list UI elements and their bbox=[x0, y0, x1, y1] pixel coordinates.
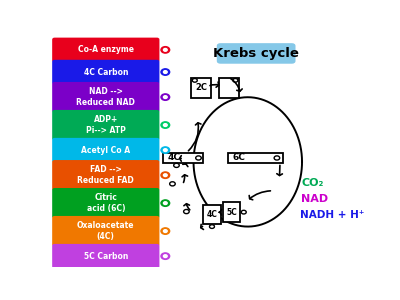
Bar bbox=[228, 153, 283, 163]
Bar bbox=[162, 153, 204, 163]
Circle shape bbox=[274, 156, 280, 160]
Text: NAD -->
Reduced NAD: NAD --> Reduced NAD bbox=[76, 87, 135, 107]
Circle shape bbox=[164, 255, 167, 257]
Bar bbox=[204, 205, 220, 224]
Circle shape bbox=[192, 79, 197, 82]
Text: CO₂: CO₂ bbox=[301, 178, 324, 188]
FancyBboxPatch shape bbox=[52, 216, 160, 246]
Text: NAD: NAD bbox=[301, 194, 328, 204]
Text: Krebs cycle: Krebs cycle bbox=[213, 47, 299, 60]
Text: 4C: 4C bbox=[168, 154, 181, 163]
Text: 5C Carbon: 5C Carbon bbox=[84, 252, 128, 261]
FancyBboxPatch shape bbox=[52, 188, 160, 218]
Circle shape bbox=[164, 70, 167, 74]
Bar bbox=[219, 78, 239, 98]
Circle shape bbox=[164, 124, 167, 126]
Text: Citric
acid (6C): Citric acid (6C) bbox=[86, 194, 125, 213]
Text: 4C Carbon: 4C Carbon bbox=[84, 68, 128, 76]
Bar bbox=[228, 153, 282, 163]
Circle shape bbox=[164, 49, 167, 51]
FancyBboxPatch shape bbox=[52, 60, 160, 84]
Text: Co-A enzyme: Co-A enzyme bbox=[78, 45, 134, 54]
FancyBboxPatch shape bbox=[217, 43, 296, 64]
Bar bbox=[191, 78, 211, 98]
Bar bbox=[223, 202, 240, 222]
Text: Oxaloacetate
(4C): Oxaloacetate (4C) bbox=[77, 221, 134, 241]
FancyBboxPatch shape bbox=[52, 160, 160, 190]
Circle shape bbox=[161, 94, 170, 100]
Circle shape bbox=[233, 79, 238, 82]
FancyBboxPatch shape bbox=[52, 82, 160, 112]
Circle shape bbox=[161, 122, 170, 128]
Circle shape bbox=[161, 253, 170, 260]
Text: 5C: 5C bbox=[226, 208, 237, 217]
Circle shape bbox=[161, 147, 170, 153]
Circle shape bbox=[164, 96, 167, 98]
Circle shape bbox=[161, 69, 170, 75]
Circle shape bbox=[184, 209, 189, 214]
Circle shape bbox=[161, 200, 170, 206]
Bar bbox=[163, 153, 204, 163]
Circle shape bbox=[164, 149, 167, 152]
Circle shape bbox=[164, 230, 167, 232]
FancyBboxPatch shape bbox=[52, 38, 160, 62]
Circle shape bbox=[164, 174, 167, 177]
Circle shape bbox=[174, 163, 179, 167]
Text: Acetyl Co A: Acetyl Co A bbox=[81, 146, 130, 154]
FancyBboxPatch shape bbox=[52, 244, 160, 268]
Circle shape bbox=[241, 210, 246, 214]
Circle shape bbox=[161, 172, 170, 178]
Text: 6C: 6C bbox=[233, 154, 246, 163]
Circle shape bbox=[161, 228, 170, 234]
Text: 2C: 2C bbox=[195, 83, 207, 92]
FancyBboxPatch shape bbox=[52, 110, 160, 140]
Circle shape bbox=[210, 225, 214, 228]
Text: ADP+
Pi--> ATP: ADP+ Pi--> ATP bbox=[86, 116, 126, 135]
Circle shape bbox=[161, 46, 170, 53]
Circle shape bbox=[170, 182, 175, 186]
Text: NADH + H⁺: NADH + H⁺ bbox=[300, 210, 364, 220]
FancyBboxPatch shape bbox=[52, 138, 160, 162]
Text: 4C: 4C bbox=[206, 210, 218, 219]
Circle shape bbox=[164, 202, 167, 205]
Text: FAD -->
Reduced FAD: FAD --> Reduced FAD bbox=[78, 166, 134, 185]
Circle shape bbox=[196, 156, 201, 160]
